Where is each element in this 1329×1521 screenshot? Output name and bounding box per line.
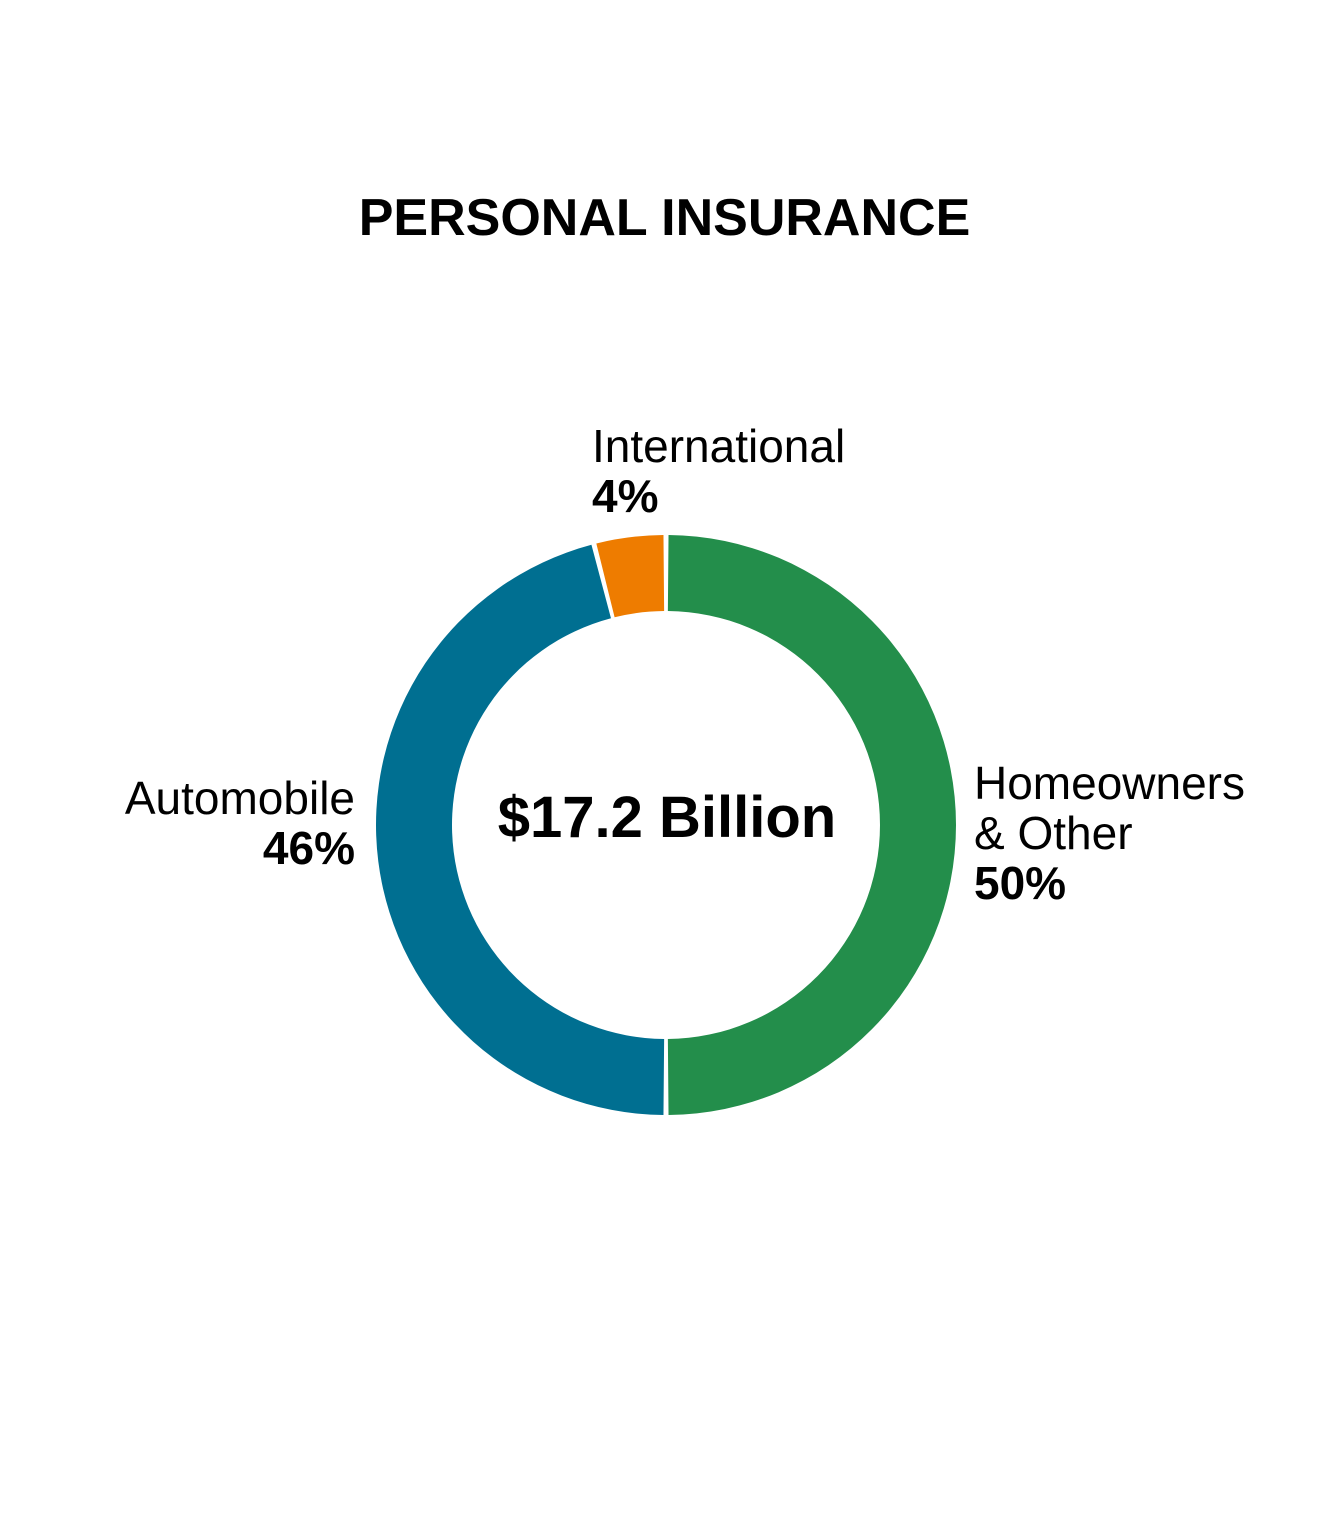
donut-slice-international [596, 535, 665, 618]
slice-label-homeowners: Homeowners & Other 50% [974, 758, 1245, 908]
slice-name-automobile: Automobile [124, 772, 355, 824]
slice-name-homeowners-line2: & Other [974, 807, 1133, 859]
slice-percent-automobile: 46% [262, 822, 355, 874]
slice-label-international: International 4% [592, 421, 845, 521]
chart-title: PERSONAL INSURANCE [358, 189, 971, 247]
donut-slice-automobile [375, 544, 665, 1115]
slice-percent-homeowners: 50% [974, 857, 1067, 909]
total-label: $17.2 Billion [497, 785, 837, 850]
donut-slice-homeowners-other [667, 535, 957, 1115]
slice-label-automobile: Automobile 46% [125, 773, 355, 873]
slice-name-homeowners-line1: Homeowners [974, 757, 1245, 809]
slice-name-international: International [592, 420, 846, 472]
slice-percent-international: 4% [592, 470, 659, 522]
